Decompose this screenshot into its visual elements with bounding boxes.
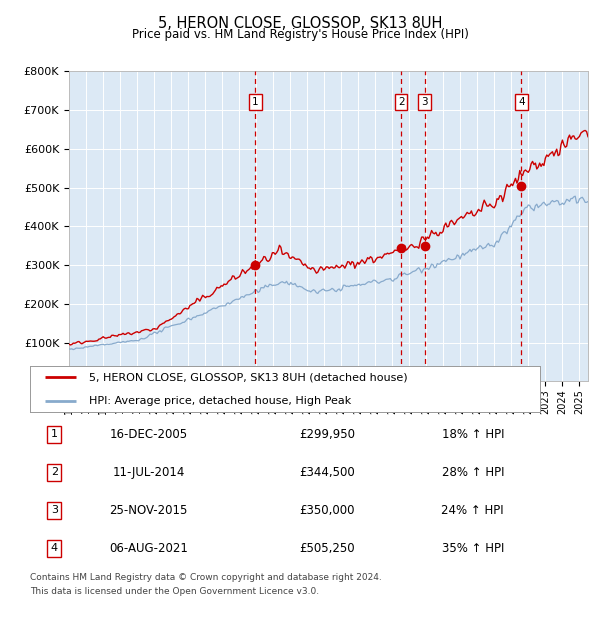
Text: 25-NOV-2015: 25-NOV-2015 xyxy=(110,504,188,517)
Text: 4: 4 xyxy=(518,97,525,107)
Text: £344,500: £344,500 xyxy=(299,466,355,479)
Text: 4: 4 xyxy=(51,543,58,553)
Text: 2: 2 xyxy=(51,467,58,477)
Text: 35% ↑ HPI: 35% ↑ HPI xyxy=(442,542,504,555)
Text: 3: 3 xyxy=(51,505,58,515)
Text: HPI: Average price, detached house, High Peak: HPI: Average price, detached house, High… xyxy=(89,396,351,405)
Text: Contains HM Land Registry data © Crown copyright and database right 2024.: Contains HM Land Registry data © Crown c… xyxy=(30,574,382,583)
Text: 11-JUL-2014: 11-JUL-2014 xyxy=(113,466,185,479)
Text: 28% ↑ HPI: 28% ↑ HPI xyxy=(442,466,504,479)
Text: Price paid vs. HM Land Registry's House Price Index (HPI): Price paid vs. HM Land Registry's House … xyxy=(131,28,469,41)
Text: 5, HERON CLOSE, GLOSSOP, SK13 8UH: 5, HERON CLOSE, GLOSSOP, SK13 8UH xyxy=(158,16,442,30)
Text: 1: 1 xyxy=(252,97,259,107)
Text: 16-DEC-2005: 16-DEC-2005 xyxy=(110,428,188,441)
Text: 06-AUG-2021: 06-AUG-2021 xyxy=(109,542,188,555)
Text: 5, HERON CLOSE, GLOSSOP, SK13 8UH (detached house): 5, HERON CLOSE, GLOSSOP, SK13 8UH (detac… xyxy=(89,373,407,383)
Text: £299,950: £299,950 xyxy=(299,428,355,441)
Text: £350,000: £350,000 xyxy=(299,504,355,517)
Text: 18% ↑ HPI: 18% ↑ HPI xyxy=(442,428,504,441)
Text: 1: 1 xyxy=(51,430,58,440)
Text: £505,250: £505,250 xyxy=(299,542,355,555)
Text: This data is licensed under the Open Government Licence v3.0.: This data is licensed under the Open Gov… xyxy=(30,587,319,596)
Text: 2: 2 xyxy=(398,97,404,107)
Text: 24% ↑ HPI: 24% ↑ HPI xyxy=(442,504,504,517)
Text: 3: 3 xyxy=(421,97,428,107)
